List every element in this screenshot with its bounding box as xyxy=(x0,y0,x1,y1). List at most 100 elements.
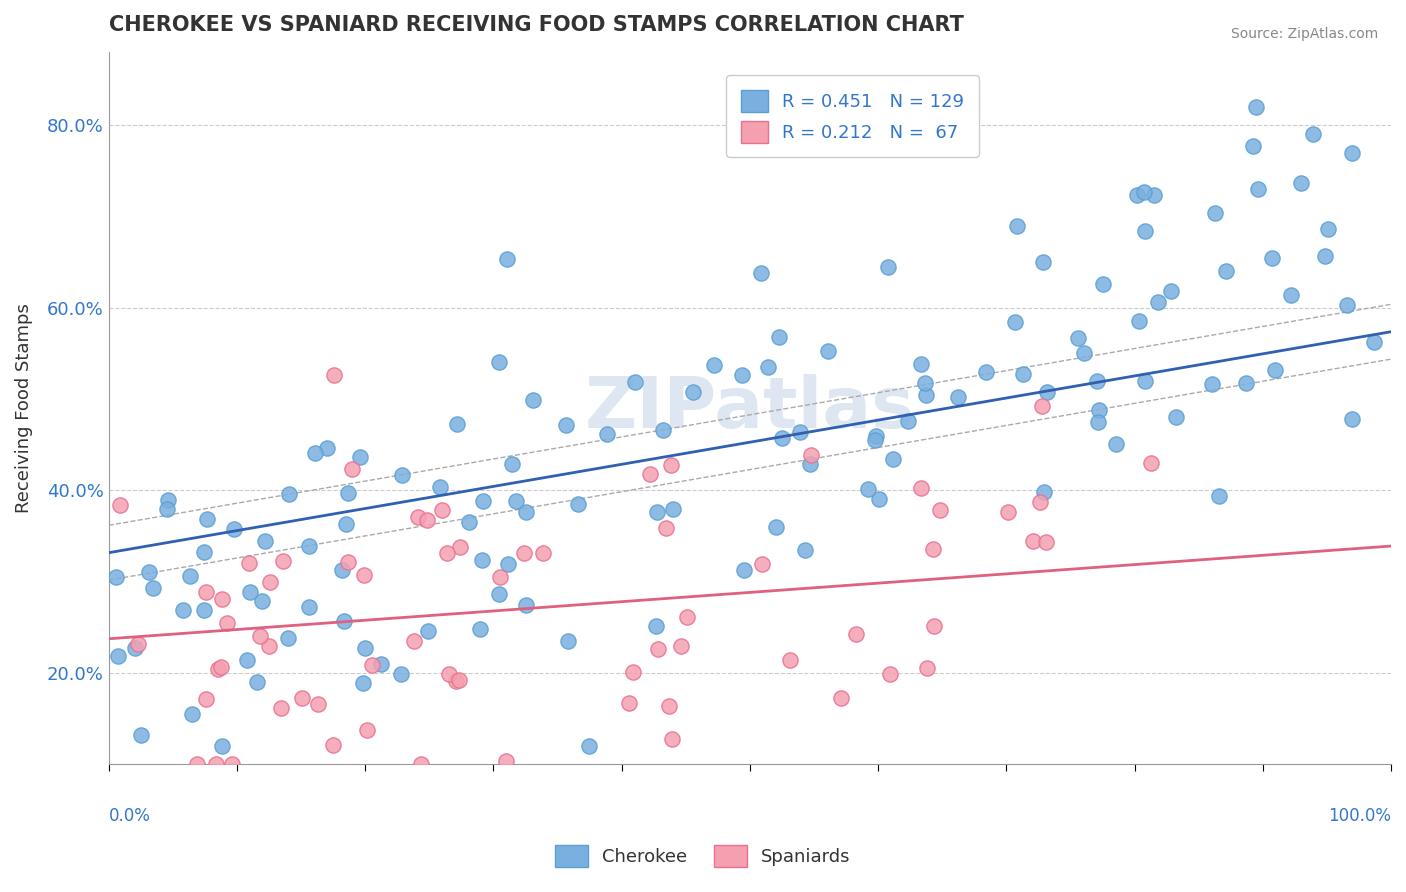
Point xyxy=(1087,415,1109,429)
Point xyxy=(1215,263,1237,277)
Point xyxy=(1133,374,1156,388)
Point xyxy=(531,546,554,560)
Point xyxy=(221,757,243,772)
Point xyxy=(915,661,938,675)
Point xyxy=(799,458,821,472)
Legend: R = 0.451   N = 129, R = 0.212   N =  67: R = 0.451 N = 129, R = 0.212 N = 67 xyxy=(725,75,979,157)
Point xyxy=(865,433,887,447)
Point xyxy=(789,425,811,439)
Point xyxy=(501,457,523,471)
Point xyxy=(800,448,823,462)
Point xyxy=(869,492,891,507)
Point xyxy=(430,502,453,516)
Point xyxy=(1166,409,1188,424)
Point xyxy=(578,739,600,753)
Point xyxy=(948,391,970,405)
Point xyxy=(1032,255,1054,269)
Point xyxy=(194,692,217,706)
Point xyxy=(1066,331,1088,345)
Point xyxy=(495,754,517,768)
Point xyxy=(370,657,392,672)
Point xyxy=(1104,436,1126,450)
Point xyxy=(731,368,754,383)
Point xyxy=(254,533,277,548)
Point xyxy=(291,691,314,706)
Point xyxy=(858,482,880,496)
Point xyxy=(557,634,579,648)
Point xyxy=(651,423,673,437)
Point xyxy=(659,458,682,473)
Point xyxy=(259,574,281,589)
Point xyxy=(356,723,378,737)
Text: 0.0%: 0.0% xyxy=(108,807,150,825)
Point xyxy=(1091,277,1114,291)
Point xyxy=(316,441,339,455)
Point xyxy=(127,637,149,651)
Point xyxy=(129,728,152,742)
Point xyxy=(107,648,129,663)
Point xyxy=(157,493,180,508)
Point xyxy=(567,498,589,512)
Point xyxy=(205,757,228,772)
Point xyxy=(515,599,537,613)
Point xyxy=(617,696,640,710)
Point xyxy=(335,517,357,532)
Point xyxy=(444,674,467,689)
Legend: Cherokee, Spaniards: Cherokee, Spaniards xyxy=(548,838,858,874)
Point xyxy=(304,446,326,460)
Point xyxy=(298,539,321,553)
Point xyxy=(222,522,245,536)
Point xyxy=(749,266,772,280)
Point xyxy=(322,738,344,752)
Point xyxy=(239,585,262,599)
Point xyxy=(323,368,346,382)
Point xyxy=(436,546,458,560)
Point xyxy=(997,505,1019,519)
Point xyxy=(271,554,294,568)
Point xyxy=(391,468,413,483)
Point xyxy=(1201,376,1223,391)
Point xyxy=(910,481,932,495)
Point xyxy=(181,706,204,721)
Point xyxy=(353,641,375,656)
Point xyxy=(879,666,901,681)
Point xyxy=(830,690,852,705)
Point xyxy=(439,666,461,681)
Text: CHEROKEE VS SPANIARD RECEIVING FOOD STAMPS CORRELATION CHART: CHEROKEE VS SPANIARD RECEIVING FOOD STAM… xyxy=(108,15,963,35)
Point xyxy=(195,585,218,599)
Point xyxy=(307,697,329,711)
Point xyxy=(817,344,839,359)
Point xyxy=(765,520,787,534)
Point xyxy=(1143,187,1166,202)
Point xyxy=(402,634,425,648)
Point xyxy=(768,330,790,344)
Point xyxy=(1316,222,1339,236)
Point xyxy=(682,384,704,399)
Point xyxy=(662,502,685,516)
Point xyxy=(515,504,537,518)
Point xyxy=(409,757,432,772)
Point xyxy=(1289,176,1312,190)
Y-axis label: Receiving Food Stamps: Receiving Food Stamps xyxy=(15,303,32,513)
Text: 100.0%: 100.0% xyxy=(1329,807,1391,825)
Point xyxy=(488,587,510,601)
Point xyxy=(1126,187,1149,202)
Point xyxy=(624,375,647,389)
Point xyxy=(446,417,468,431)
Text: ZIPatlas: ZIPatlas xyxy=(585,374,915,442)
Point xyxy=(876,260,898,274)
Point xyxy=(845,627,868,641)
Point xyxy=(488,355,510,369)
Point xyxy=(1005,219,1028,233)
Point xyxy=(472,494,495,508)
Point xyxy=(246,675,269,690)
Point xyxy=(353,567,375,582)
Point xyxy=(922,541,945,556)
Point xyxy=(471,553,494,567)
Point xyxy=(496,252,519,266)
Point xyxy=(333,615,356,629)
Point xyxy=(513,546,536,560)
Point xyxy=(596,427,619,442)
Point xyxy=(1241,139,1264,153)
Point xyxy=(1336,298,1358,312)
